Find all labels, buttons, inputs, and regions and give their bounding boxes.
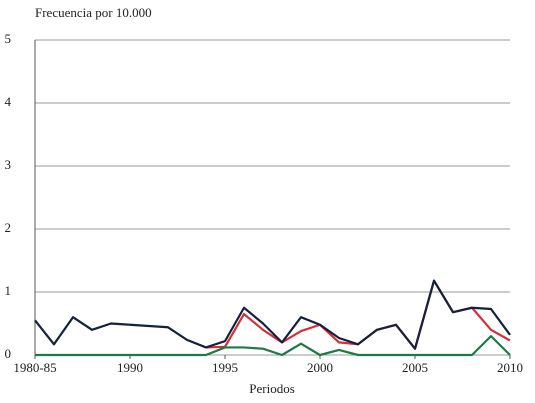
x-axis-title: Periodos bbox=[249, 381, 295, 396]
y-tick-label: 2 bbox=[5, 220, 12, 235]
x-tick-label: 2000 bbox=[307, 360, 333, 375]
series-line bbox=[35, 335, 511, 357]
y-tick-label: 5 bbox=[5, 31, 12, 46]
y-tick-label: 1 bbox=[5, 283, 12, 298]
x-tick-label: 1980-85 bbox=[13, 360, 56, 375]
y-tick-label: 4 bbox=[5, 94, 12, 109]
y-axis-title: Frecuencia por 10.000 bbox=[35, 5, 152, 20]
x-tick-label: 2010 bbox=[497, 360, 523, 375]
y-tick-label: 0 bbox=[5, 346, 12, 361]
x-tick-label: 1990 bbox=[117, 360, 143, 375]
x-tick-label: 1995 bbox=[212, 360, 238, 375]
y-tick-label: 3 bbox=[5, 157, 12, 172]
x-tick-label: 2005 bbox=[402, 360, 428, 375]
series-line bbox=[34, 279, 511, 350]
